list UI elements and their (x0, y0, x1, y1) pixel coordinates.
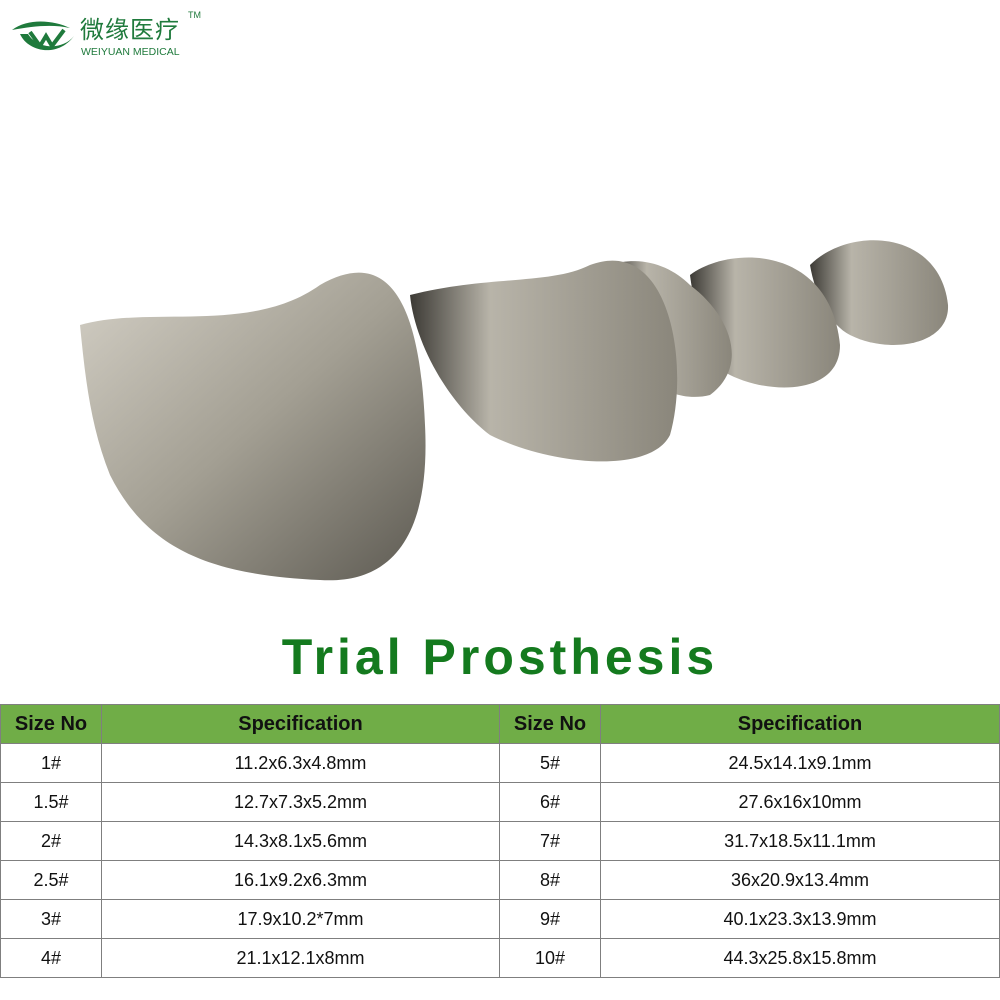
size-cell: 3# (0, 899, 102, 939)
size-cell: 6# (499, 782, 601, 822)
table-header-row: Size No Specification Size No Specificat… (0, 704, 1000, 744)
table-row: 1# 11.2x6.3x4.8mm 5# 24.5x14.1x9.1mm (0, 743, 1000, 783)
header-specification: Specification (600, 704, 1000, 744)
table-row: 2# 14.3x8.1x5.6mm 7# 31.7x18.5x11.1mm (0, 821, 1000, 861)
size-cell: 5# (499, 743, 601, 783)
header-specification: Specification (101, 704, 500, 744)
logo-english-name: WEIYUAN MEDICAL (81, 46, 180, 58)
size-cell: 10# (499, 938, 601, 978)
size-cell: 4# (0, 938, 102, 978)
prosthesis-size-1 (80, 272, 426, 581)
spec-cell: 36x20.9x13.4mm (600, 860, 1000, 900)
size-cell: 2.5# (0, 860, 102, 900)
header-size-no: Size No (0, 704, 102, 744)
spec-cell: 27.6x16x10mm (600, 782, 1000, 822)
table-row: 2.5# 16.1x9.2x6.3mm 8# 36x20.9x13.4mm (0, 860, 1000, 900)
spec-cell: 24.5x14.1x9.1mm (600, 743, 1000, 783)
spec-cell: 21.1x12.1x8mm (101, 938, 500, 978)
prosthesis-size-5 (810, 240, 949, 345)
size-cell: 8# (499, 860, 601, 900)
spec-cell: 40.1x23.3x13.9mm (600, 899, 1000, 939)
spec-cell: 12.7x7.3x5.2mm (101, 782, 500, 822)
table-row: 4# 21.1x12.1x8mm 10# 44.3x25.8x15.8mm (0, 938, 1000, 978)
size-cell: 7# (499, 821, 601, 861)
spec-cell: 11.2x6.3x4.8mm (101, 743, 500, 783)
logo-chinese-name: 微缘医疗 (80, 16, 180, 44)
spec-cell: 16.1x9.2x6.3mm (101, 860, 500, 900)
size-specification-table: Size No Specification Size No Specificat… (0, 704, 1000, 978)
trial-prosthesis-photo (80, 240, 949, 581)
size-cell: 1.5# (0, 782, 102, 822)
size-cell: 9# (499, 899, 601, 939)
table-row: 1.5# 12.7x7.3x5.2mm 6# 27.6x16x10mm (0, 782, 1000, 822)
size-cell: 1# (0, 743, 102, 783)
spec-cell: 17.9x10.2*7mm (101, 899, 500, 939)
prosthesis-size-2 (410, 260, 678, 462)
spec-cell: 31.7x18.5x11.1mm (600, 821, 1000, 861)
logo-trademark: TM (188, 10, 201, 20)
spec-cell: 44.3x25.8x15.8mm (600, 938, 1000, 978)
table-row: 3# 17.9x10.2*7mm 9# 40.1x23.3x13.9mm (0, 899, 1000, 939)
spec-cell: 14.3x8.1x5.6mm (101, 821, 500, 861)
page-title: Trial Prosthesis (281, 629, 719, 685)
size-cell: 2# (0, 821, 102, 861)
weiyuan-logo-icon (12, 21, 74, 51)
header-size-no: Size No (499, 704, 601, 744)
